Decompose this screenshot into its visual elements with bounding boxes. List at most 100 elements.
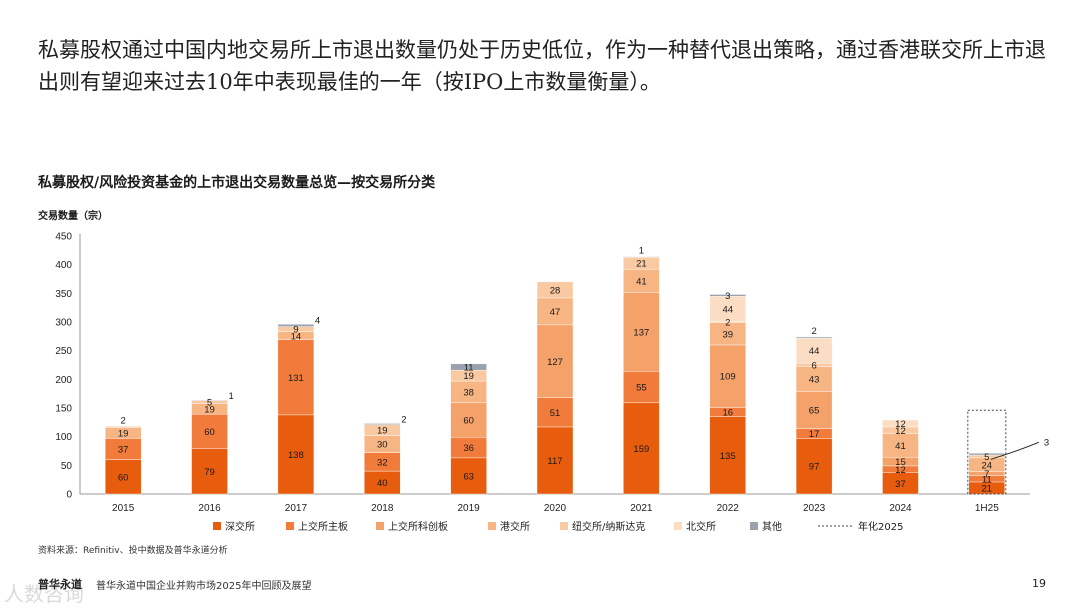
data-label: 51 (550, 408, 561, 419)
data-label: 44 (722, 304, 733, 315)
data-label: 1 (229, 391, 234, 402)
legend-swatch (286, 522, 294, 530)
data-label: 21 (982, 483, 993, 494)
y-tick-label: 300 (55, 318, 72, 329)
data-label: 21 (636, 259, 647, 270)
data-label: 60 (204, 427, 215, 438)
bar-segment (709, 344, 746, 408)
data-label: 28 (550, 285, 561, 296)
data-label: 109 (720, 372, 736, 383)
data-label: 159 (633, 444, 649, 455)
bar-segment (450, 363, 487, 371)
bar-segment (277, 414, 315, 495)
x-tick-label: 2015 (112, 503, 135, 514)
data-label: 12 (895, 419, 906, 430)
callout-line (990, 441, 1040, 460)
data-label: 9 (293, 325, 298, 336)
bar-segment (623, 292, 660, 372)
data-label: 6 (811, 361, 816, 372)
chart-title: 私募股权/风险投资基金的上市退出交易数量总览—按交易所分类 (38, 175, 436, 191)
data-label: 41 (636, 277, 647, 288)
data-label: 19 (463, 371, 474, 382)
data-label: 138 (288, 450, 304, 461)
data-label: 60 (463, 416, 474, 427)
x-tick-label: 2024 (889, 503, 912, 514)
data-label: 3 (725, 291, 730, 302)
data-label: 4 (315, 315, 320, 326)
bar-segment (623, 402, 660, 495)
bar-segment (536, 397, 574, 428)
legend-label: 上交所科创板 (388, 520, 448, 533)
bar-segment (709, 294, 746, 297)
data-label: 137 (633, 328, 649, 339)
legend-label: 北交所 (686, 520, 716, 533)
y-tick-label: 100 (55, 432, 72, 443)
data-label: 11 (464, 363, 474, 374)
data-label: 40 (377, 478, 388, 489)
bar-segment (450, 402, 487, 438)
data-label: 12 (895, 465, 906, 476)
data-label: 36 (463, 443, 474, 454)
x-tick-label: 2021 (630, 503, 653, 514)
data-label: 65 (809, 406, 820, 417)
x-tick-label: 2020 (544, 503, 567, 514)
legend-label: 港交所 (500, 520, 530, 533)
legend-swatch (750, 522, 758, 530)
data-label: 127 (547, 357, 563, 368)
x-tick-label: 2016 (198, 503, 221, 514)
bar-segment (191, 399, 228, 401)
data-label: 44 (809, 346, 820, 357)
data-label: 37 (118, 444, 129, 455)
data-label: 7 (984, 469, 989, 480)
data-label: 39 (722, 329, 733, 340)
data-label: 2 (725, 318, 730, 329)
legend-swatch (376, 522, 384, 530)
footer-text: 普华永道中国企业并购市场2025年中回顾及展望 (96, 581, 312, 592)
x-tick-label: 2018 (371, 503, 394, 514)
bar-segment (795, 336, 833, 339)
y-tick-label: 50 (61, 461, 73, 472)
x-tick-label: 2017 (285, 503, 308, 514)
data-label: 41 (895, 441, 906, 452)
legend-label: 纽交所/纳斯达克 (572, 520, 645, 533)
data-label: 97 (809, 462, 820, 473)
data-label: 2 (401, 414, 406, 425)
y-tick-label: 0 (66, 490, 72, 501)
bar-segment (277, 324, 315, 327)
data-label: 1 (639, 246, 644, 257)
bar-segment (795, 438, 833, 495)
data-label: 3 (1044, 437, 1049, 448)
data-label: 47 (550, 307, 561, 318)
bar-segment (104, 426, 142, 428)
data-label: 5 (984, 452, 989, 463)
bar-segment (536, 426, 574, 495)
data-label: 117 (547, 456, 562, 467)
headline: 私募股权通过中国内地交易所上市退出数量仍处于历史低位，作为一种替代退出策略，通过… (38, 38, 1046, 94)
data-label: 30 (377, 440, 388, 451)
bar-segment (536, 281, 574, 299)
bar-segment (709, 296, 746, 322)
data-label: 16 (722, 408, 733, 419)
bar-segment (536, 297, 574, 326)
x-tick-label: 2019 (458, 503, 481, 514)
data-label: 135 (720, 451, 736, 462)
data-label: 15 (895, 457, 906, 468)
legend-label: 其他 (762, 520, 782, 533)
bar-segment (882, 419, 919, 428)
watermark: 人数咨询 (4, 582, 84, 606)
bar-segment (191, 414, 228, 449)
data-label: 17 (809, 429, 820, 440)
y-tick-label: 400 (55, 260, 72, 271)
page-number: 19 (1032, 577, 1046, 590)
footer-logo: 普华永道 (38, 578, 82, 591)
legend-label: 年化2025 (858, 520, 903, 533)
y-axis-label: 交易数量（宗） (38, 211, 108, 222)
data-label: 19 (204, 404, 215, 415)
x-tick-label: 1H25 (975, 503, 999, 514)
bar-segment (968, 453, 1006, 456)
y-tick-label: 150 (55, 404, 72, 415)
bar-segment (450, 457, 487, 495)
data-label: 63 (463, 471, 474, 482)
data-label: 60 (118, 472, 129, 483)
